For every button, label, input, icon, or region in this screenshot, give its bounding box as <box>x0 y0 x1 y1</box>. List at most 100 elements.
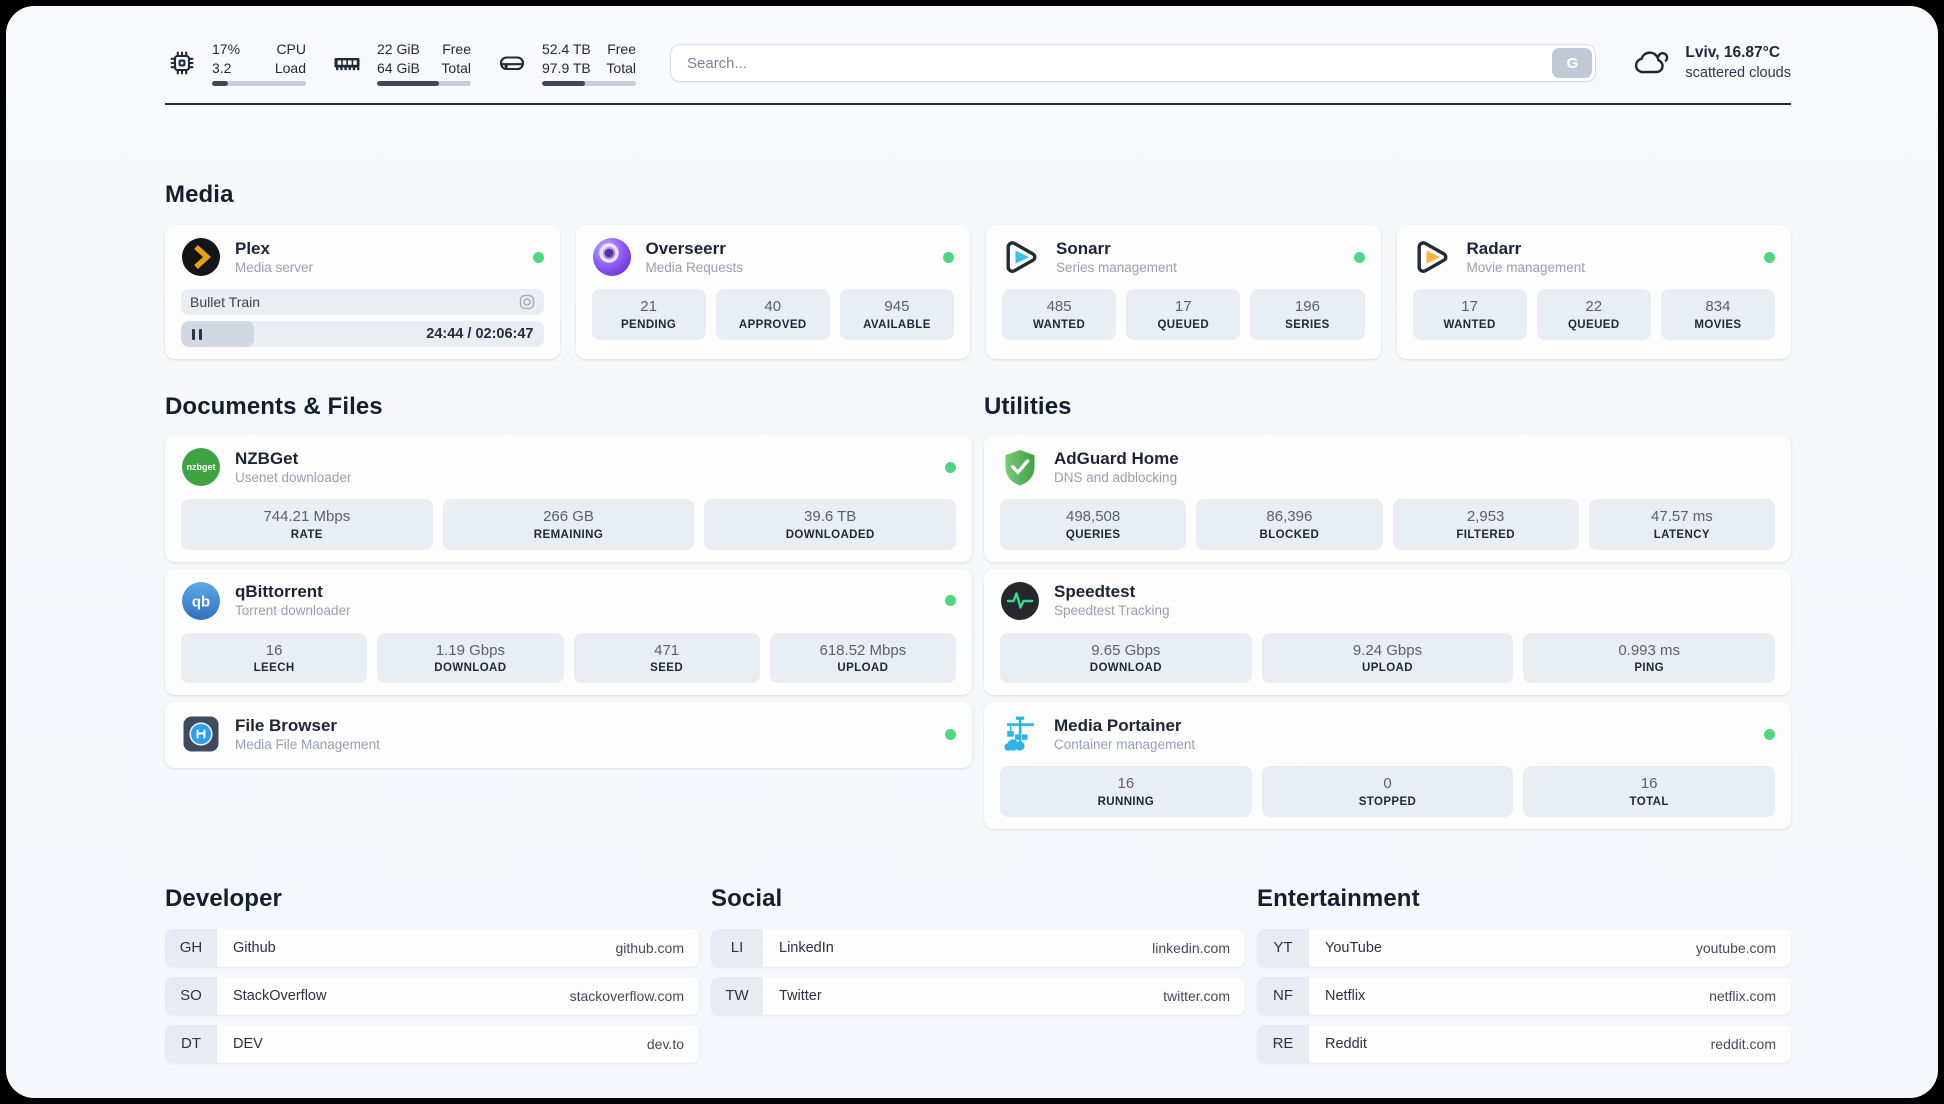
bookmark-abbr: YT <box>1257 928 1309 967</box>
bookmark-name: YouTube <box>1325 939 1382 956</box>
portainer-icon <box>1000 714 1040 754</box>
utilities-column: Utilities <box>984 393 1791 829</box>
search-bar: G <box>670 44 1597 82</box>
weather-widget: Lviv, 16.87°C scattered clouds <box>1632 43 1791 84</box>
app-card-sonarr[interactable]: Sonarr Series management 485 WANTED 17 Q… <box>986 225 1381 359</box>
bookmark-abbr: SO <box>165 976 217 1015</box>
svg-text:qb: qb <box>192 593 210 610</box>
now-playing-row: Bullet Train <box>181 289 544 315</box>
stat-tile: 1.19 Gbps DOWNLOAD <box>377 632 564 684</box>
app-name: Radarr <box>1466 238 1522 258</box>
memory-labels: Free Total <box>441 40 471 76</box>
cpu-stat: 17% 3.2 CPU Load <box>165 40 306 87</box>
bookmark-url: github.com <box>615 939 684 956</box>
status-dot <box>532 251 544 263</box>
app-card-plex[interactable]: Plex Media server Bullet Train 24:44 / 0… <box>165 225 560 359</box>
app-subtitle: DNS and adblocking <box>1054 469 1178 485</box>
bookmark-abbr: RE <box>1257 1024 1309 1063</box>
media-grid: Plex Media server Bullet Train 24:44 / 0… <box>165 225 1791 359</box>
bookmark-dev[interactable]: DT DEV dev.to <box>165 1024 699 1063</box>
app-card-radarr[interactable]: Radarr Movie management 17 WANTED 22 QUE… <box>1396 225 1791 359</box>
cpu-labels: CPU Load <box>274 40 306 76</box>
bookmark-url: stackoverflow.com <box>569 987 684 1004</box>
disk-values: 52.4 TB 97.9 TB <box>542 40 591 76</box>
stat-tile: 471 SEED <box>573 632 760 684</box>
now-playing-title: Bullet Train <box>190 294 261 310</box>
stat-tile: 17 QUEUED <box>1126 289 1241 340</box>
radarr-icon <box>1413 237 1453 277</box>
bookmark-name: Github <box>233 939 276 956</box>
stat-tile: 40 APPROVED <box>715 289 830 340</box>
playback-progress: 24:44 / 02:06:47 <box>181 321 544 347</box>
adguard-icon <box>1000 447 1040 487</box>
status-dot <box>943 251 954 263</box>
status-dot <box>1353 251 1365 263</box>
bookmark-youtube[interactable]: YT YouTube youtube.com <box>1257 928 1791 967</box>
stat-tile: 47.57 ms LATENCY <box>1588 499 1775 550</box>
memory-values: 22 GiB 64 GiB <box>377 40 420 76</box>
sonarr-icon <box>1002 237 1042 277</box>
stat-tile: 16 RUNNING <box>1000 766 1252 817</box>
stat-tile: 498,508 QUERIES <box>1000 499 1187 550</box>
bookmark-twitter[interactable]: TW Twitter twitter.com <box>711 976 1245 1015</box>
app-name: NZBGet <box>235 448 299 468</box>
stat-tile: 9.24 Gbps UPLOAD <box>1261 632 1514 684</box>
filebrowser-icon <box>181 714 221 754</box>
app-name: Overseerr <box>645 238 726 258</box>
bookmark-group-developer: Developer GH Github github.com SO StackO… <box>165 885 699 1073</box>
stat-tile: 196 SERIES <box>1250 289 1365 340</box>
app-name: File Browser <box>235 715 338 735</box>
stat-tile: 9.65 Gbps DOWNLOAD <box>1000 632 1252 684</box>
weather-condition: scattered clouds <box>1685 65 1791 82</box>
app-name: Plex <box>235 238 270 258</box>
video-source-icon <box>519 294 535 310</box>
stat-tile: 0.993 ms PING <box>1523 632 1776 684</box>
bookmark-url: linkedin.com <box>1152 939 1230 956</box>
stat-tile: 21 PENDING <box>591 289 706 340</box>
stat-tile: 0 STOPPED <box>1261 766 1514 817</box>
stat-tile: 86,396 BLOCKED <box>1196 499 1383 550</box>
stat-tile: 945 AVAILABLE <box>839 289 955 340</box>
bookmark-netflix[interactable]: NF Netflix netflix.com <box>1257 976 1791 1015</box>
bookmark-abbr: LI <box>711 928 763 967</box>
weather-location: Lviv, 16.87°C <box>1685 44 1781 62</box>
search-input[interactable] <box>670 44 1597 82</box>
app-card-speedtest[interactable]: Speedtest Speedtest Tracking 9.65 Gbps D… <box>984 568 1791 696</box>
bookmark-abbr: DT <box>165 1024 217 1063</box>
stat-tile: 17 WANTED <box>1412 289 1527 340</box>
memory-stat: 22 GiB 64 GiB Free Total <box>330 40 471 87</box>
stat-tile: 485 WANTED <box>1002 289 1117 340</box>
app-card-filebrowser[interactable]: File Browser Media File Management <box>165 702 972 769</box>
app-card-adguard[interactable]: AdGuard Home DNS and adblocking 498,508 … <box>984 435 1791 562</box>
bookmark-name: Netflix <box>1325 987 1366 1004</box>
bookmark-url: dev.to <box>646 1035 684 1052</box>
header-divider <box>165 103 1791 105</box>
app-card-portainer[interactable]: Media Portainer Container management 16 … <box>984 702 1791 829</box>
search-engine-button[interactable]: G <box>1552 48 1593 78</box>
bookmark-github[interactable]: GH Github github.com <box>165 928 699 967</box>
top-bar: 17% 3.2 CPU Load <box>165 36 1791 90</box>
nzbget-icon: nzbget <box>181 447 221 487</box>
app-card-overseerr[interactable]: Overseerr Media Requests 21 PENDING 40 A… <box>575 225 970 359</box>
bookmark-group-social: Social LI LinkedIn linkedin.com TW Twitt… <box>711 885 1245 1073</box>
app-subtitle: Torrent downloader <box>235 603 351 619</box>
bookmark-url: twitter.com <box>1163 987 1230 1004</box>
cpu-icon <box>165 46 199 80</box>
app-subtitle: Media server <box>235 259 314 275</box>
bookmark-linkedin[interactable]: LI LinkedIn linkedin.com <box>711 928 1245 967</box>
app-card-qbittorrent[interactable]: qb qBittorrent Torrent downloader 16 LEE… <box>165 568 972 696</box>
stat-tile: 266 GB REMAINING <box>442 499 695 550</box>
app-name: qBittorrent <box>235 582 323 602</box>
bookmark-stackoverflow[interactable]: SO StackOverflow stackoverflow.com <box>165 976 699 1015</box>
app-name: Sonarr <box>1056 238 1111 258</box>
memory-icon <box>330 46 364 80</box>
app-subtitle: Movie management <box>1466 259 1586 275</box>
app-card-nzbget[interactable]: nzbget NZBGet Usenet downloader 744.21 M… <box>165 435 972 562</box>
pause-button[interactable] <box>192 328 202 340</box>
app-name: AdGuard Home <box>1054 448 1179 468</box>
svg-text:nzbget: nzbget <box>187 462 216 472</box>
disk-icon <box>495 46 529 80</box>
bookmark-reddit[interactable]: RE Reddit reddit.com <box>1257 1024 1791 1063</box>
section-heading-documents: Documents & Files <box>165 393 383 420</box>
section-heading-utilities: Utilities <box>984 393 1072 420</box>
